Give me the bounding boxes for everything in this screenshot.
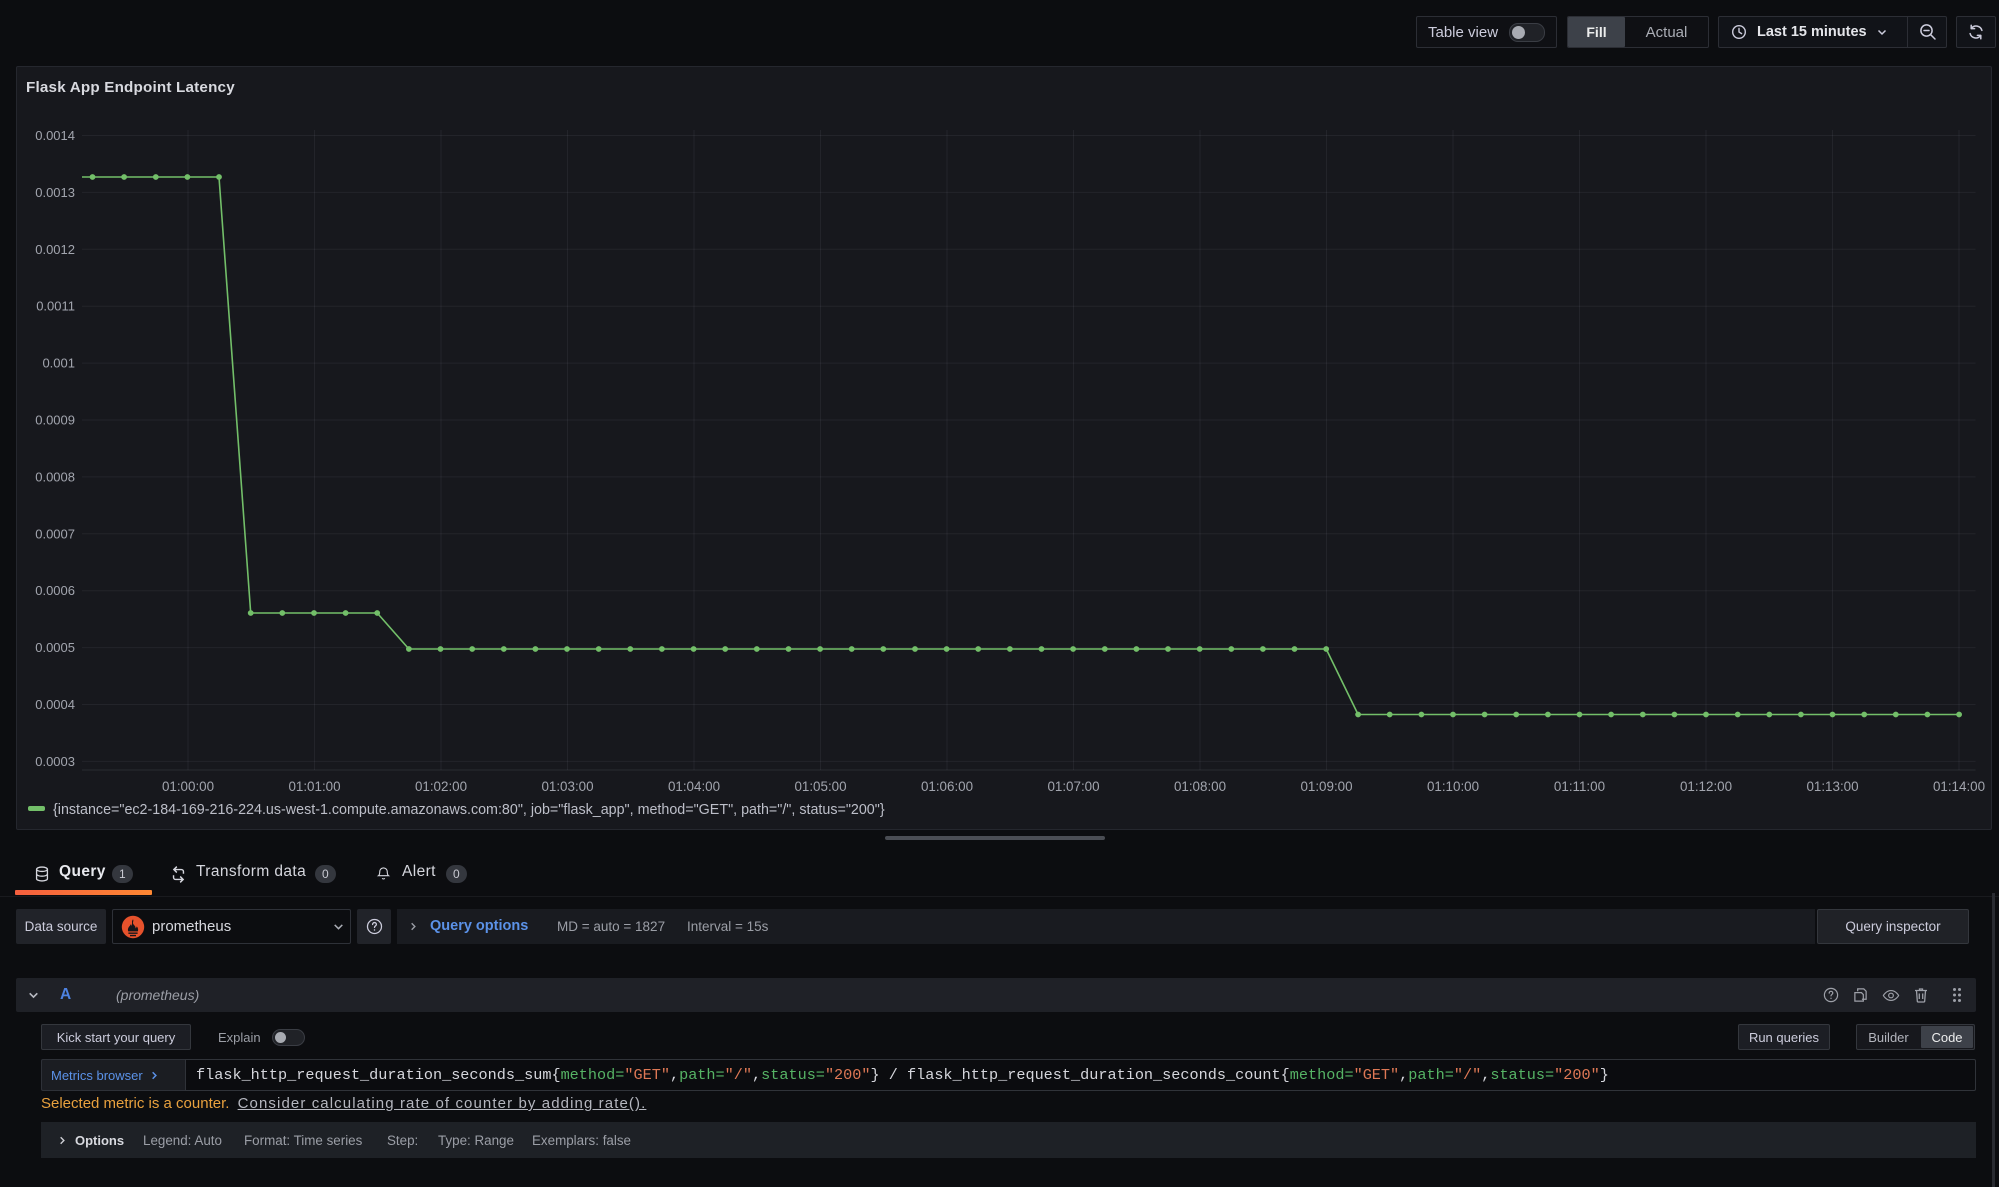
- svg-text:0.0006: 0.0006: [35, 583, 75, 598]
- svg-text:01:14:00: 01:14:00: [1933, 779, 1985, 794]
- svg-text:01:09:00: 01:09:00: [1300, 779, 1352, 794]
- svg-text:0.0012: 0.0012: [35, 242, 75, 257]
- svg-text:01:05:00: 01:05:00: [794, 779, 846, 794]
- svg-text:0.0007: 0.0007: [35, 526, 75, 541]
- svg-text:01:06:00: 01:06:00: [921, 779, 973, 794]
- svg-text:0.0005: 0.0005: [35, 640, 75, 655]
- svg-text:01:08:00: 01:08:00: [1174, 779, 1226, 794]
- svg-text:01:03:00: 01:03:00: [541, 779, 593, 794]
- svg-text:01:07:00: 01:07:00: [1047, 779, 1099, 794]
- svg-text:01:12:00: 01:12:00: [1680, 779, 1732, 794]
- svg-text:01:01:00: 01:01:00: [288, 779, 340, 794]
- svg-text:0.0014: 0.0014: [35, 128, 75, 143]
- svg-text:0.0008: 0.0008: [35, 469, 75, 484]
- svg-text:0.0013: 0.0013: [35, 185, 75, 200]
- svg-text:0.0009: 0.0009: [35, 413, 75, 428]
- svg-text:01:13:00: 01:13:00: [1806, 779, 1858, 794]
- svg-text:01:10:00: 01:10:00: [1427, 779, 1479, 794]
- svg-text:01:04:00: 01:04:00: [668, 779, 720, 794]
- svg-text:0.0004: 0.0004: [35, 697, 75, 712]
- svg-text:01:11:00: 01:11:00: [1554, 779, 1605, 794]
- svg-text:01:00:00: 01:00:00: [162, 779, 214, 794]
- svg-text:01:02:00: 01:02:00: [415, 779, 467, 794]
- svg-text:0.0011: 0.0011: [36, 299, 75, 314]
- svg-text:0.0003: 0.0003: [35, 754, 75, 769]
- svg-text:0.001: 0.001: [42, 356, 75, 371]
